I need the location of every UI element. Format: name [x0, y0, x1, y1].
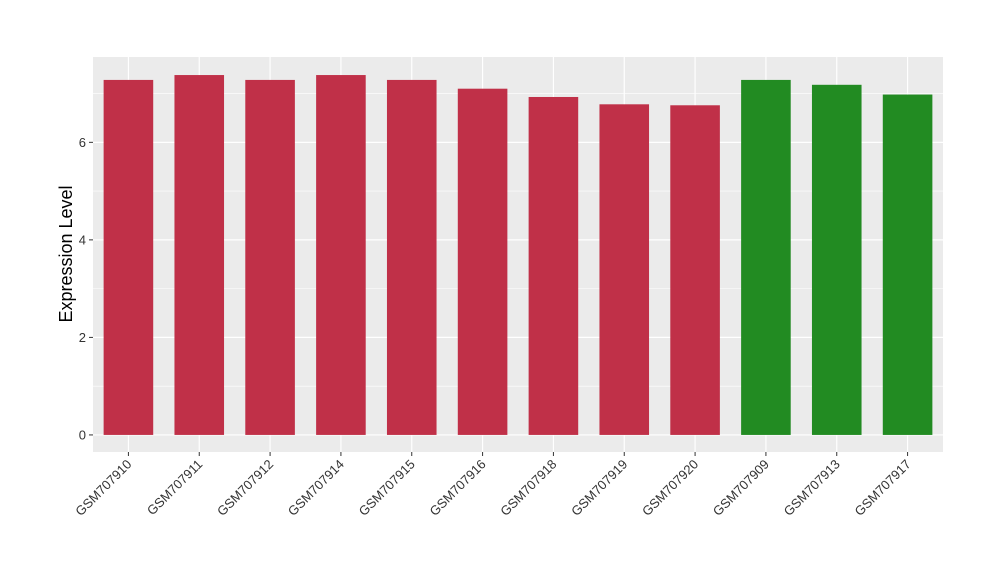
y-axis: 0 2 4 6	[79, 135, 93, 442]
bar-GSM707909	[741, 79, 791, 435]
y-tick-label: 0	[79, 427, 86, 442]
bar-GSM707912	[245, 79, 295, 435]
x-tick-label: GSM707920	[639, 457, 701, 519]
x-tick-label: GSM707909	[710, 457, 772, 519]
bars	[103, 75, 933, 435]
x-tick-label: GSM707919	[568, 457, 630, 519]
bar-GSM707914	[316, 75, 366, 435]
x-tick-label: GSM707918	[497, 457, 559, 519]
x-tick-label: GSM707913	[781, 457, 843, 519]
bar-GSM707913	[811, 84, 862, 435]
y-tick-label: 4	[79, 232, 86, 247]
x-tick-label: GSM707912	[214, 457, 276, 519]
x-tick-label: GSM707915	[356, 457, 418, 519]
y-axis-title: Expression Level	[56, 185, 76, 322]
bar-GSM707917	[882, 94, 933, 435]
bar-GSM707911	[174, 75, 225, 435]
y-tick-label: 6	[79, 135, 86, 150]
bar-GSM707916	[457, 88, 508, 435]
bar-GSM707915	[386, 79, 437, 435]
bar-GSM707918	[528, 96, 579, 435]
bar-GSM707920	[670, 105, 720, 435]
bar-GSM707919	[599, 104, 650, 435]
bar-GSM707910	[103, 79, 154, 435]
x-axis: GSM707910 GSM707911 GSM707912 GSM707914 GSM7…	[72, 452, 914, 519]
x-tick-label: GSM707917	[851, 457, 913, 519]
x-tick-label: GSM707914	[285, 457, 347, 519]
x-tick-label: GSM707911	[144, 457, 206, 519]
x-tick-label: GSM707910	[72, 457, 134, 519]
x-tick-label: GSM707916	[426, 457, 488, 519]
y-tick-label: 2	[79, 330, 86, 345]
